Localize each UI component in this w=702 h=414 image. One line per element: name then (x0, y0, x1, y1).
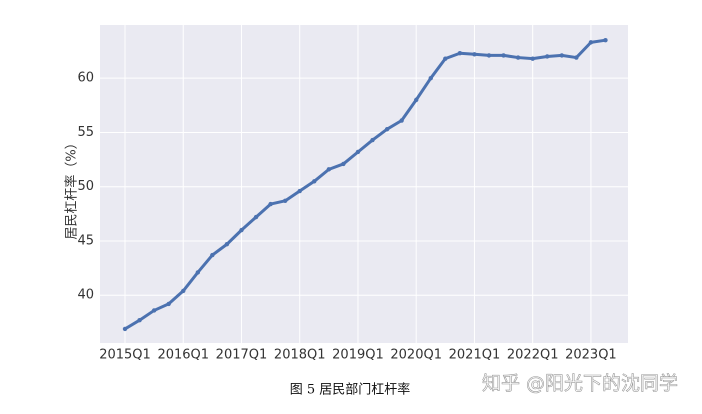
point (181, 288, 186, 294)
point (588, 40, 594, 45)
plot (122, 37, 608, 332)
y-tick-label: 45 (77, 233, 94, 248)
point (559, 53, 564, 58)
y-tick-label: 55 (77, 125, 94, 140)
x-tick-label: 2022Q1 (507, 348, 559, 363)
y-tick-label: 60 (77, 71, 94, 86)
point (341, 161, 346, 167)
x-tick-label: 2017Q1 (216, 348, 268, 363)
point (253, 214, 259, 220)
x-tick-label: 2020Q1 (390, 348, 442, 363)
line (124, 38, 606, 331)
point (151, 308, 157, 313)
x-tick-label: 2015Q1 (99, 348, 151, 363)
point (457, 51, 463, 56)
grid (100, 25, 628, 343)
point (486, 53, 492, 58)
caption: 图 5 居民部门杠杆率 (290, 382, 411, 398)
point (239, 227, 244, 233)
point (312, 179, 317, 184)
point (515, 55, 521, 60)
point (399, 118, 404, 123)
x-tick-label: 2019Q1 (332, 348, 384, 363)
point (530, 56, 535, 61)
point (370, 137, 375, 143)
y-tick-label: 50 (77, 179, 94, 194)
point (195, 270, 200, 275)
point (137, 318, 142, 323)
point (443, 56, 448, 61)
point (355, 149, 361, 155)
point (603, 37, 608, 43)
point (282, 198, 288, 204)
x-tick-label: 2023Q1 (565, 348, 617, 363)
point (297, 188, 302, 194)
point (268, 201, 273, 207)
point (224, 242, 230, 247)
x-tick-label: 2018Q1 (274, 348, 326, 363)
point (166, 301, 171, 307)
x-tick-label: 2016Q1 (157, 348, 209, 363)
y-axis-label: 居民杠杆率（%） (64, 136, 80, 239)
point (122, 326, 128, 332)
x-tick-label: 2021Q1 (449, 348, 501, 363)
point (501, 53, 506, 58)
point (545, 54, 550, 59)
point (574, 55, 579, 60)
watermark: 知乎 @阳光下的沈同学 (482, 373, 678, 395)
point (210, 252, 215, 258)
point (326, 167, 332, 172)
point (472, 52, 477, 57)
point (384, 126, 390, 132)
point (428, 75, 433, 81)
y-tick-label: 40 (77, 288, 94, 303)
point (414, 97, 419, 103)
